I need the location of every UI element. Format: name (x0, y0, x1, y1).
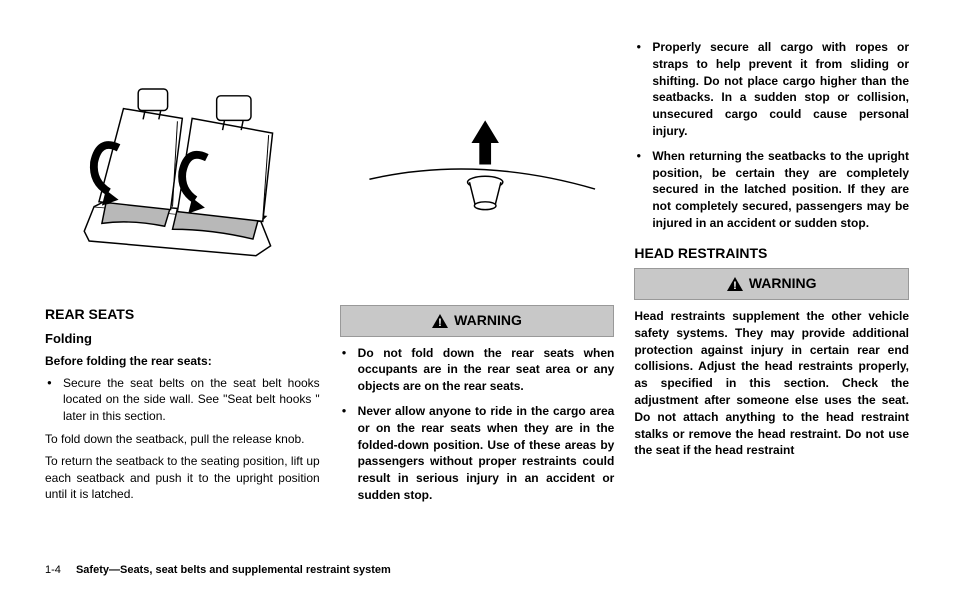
head-restraints-heading: HEAD RESTRAINTS (634, 244, 909, 264)
list-item: Properly secure all cargo with ropes or … (652, 39, 909, 140)
list-item: When returning the seatbacks to the upri… (652, 148, 909, 232)
page-columns: REAR SEATS Folding Before folding the re… (45, 35, 909, 545)
svg-text:!: ! (733, 280, 737, 291)
knob-diagram-icon (340, 37, 615, 287)
warning-label: WARNING (454, 311, 522, 331)
page-number: 1-4 (45, 564, 61, 576)
section-title: Safety—Seats, seat belts and supplementa… (76, 564, 391, 576)
rear-seats-heading: REAR SEATS (45, 305, 320, 325)
warning-list: Do not fold down the rear seats when occ… (340, 345, 615, 504)
warning-triangle-icon: ! (432, 314, 448, 328)
list-item: Do not fold down the rear seats when occ… (358, 345, 615, 395)
warning-header-2: ! WARNING (634, 268, 909, 300)
column-3: Properly secure all cargo with ropes or … (634, 35, 909, 545)
release-knob-illustration (340, 35, 615, 290)
warning-header: ! WARNING (340, 305, 615, 337)
fold-instruction: To fold down the seatback, pull the rele… (45, 431, 320, 448)
rear-seat-illustration (45, 35, 320, 290)
warning-list-continued: Properly secure all cargo with ropes or … (634, 39, 909, 232)
column-1: REAR SEATS Folding Before folding the re… (45, 35, 320, 545)
list-item: Never allow anyone to ride in the cargo … (358, 403, 615, 504)
before-folding-heading: Before folding the rear seats: (45, 353, 320, 370)
head-restraint-warning-text: Head restraints supplement the other veh… (634, 308, 909, 459)
warning-triangle-icon: ! (727, 277, 743, 291)
seat-diagram-icon (45, 35, 320, 285)
page-footer: 1-4 Safety—Seats, seat belts and supplem… (45, 563, 909, 578)
folding-heading: Folding (45, 330, 320, 348)
return-instruction: To return the seatback to the seating po… (45, 453, 320, 503)
svg-text:!: ! (438, 317, 442, 328)
column-2: ! WARNING Do not fold down the rear seat… (340, 35, 615, 545)
warning-label: WARNING (749, 274, 817, 294)
folding-steps-list: Secure the seat belts on the seat belt h… (45, 375, 320, 425)
list-item: Secure the seat belts on the seat belt h… (63, 375, 320, 425)
